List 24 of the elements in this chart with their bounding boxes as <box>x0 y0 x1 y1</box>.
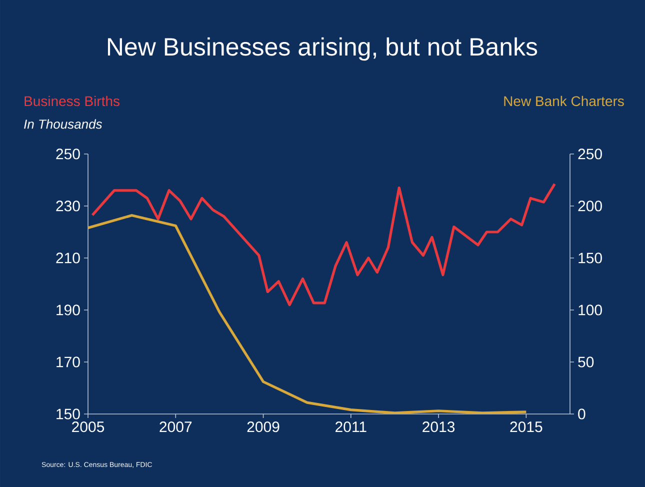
y2-tick-label: 50 <box>578 356 594 368</box>
y2-tick-label: 150 <box>578 252 602 264</box>
x-tick-label: 2015 <box>510 422 542 432</box>
chart-subtitle: In Thousands <box>24 119 102 129</box>
y2-tick-label: 100 <box>578 304 602 316</box>
x-tick-label: 2005 <box>72 422 104 432</box>
y-tick-label: 210 <box>56 252 80 264</box>
y2-tick-label: 200 <box>578 200 602 212</box>
x-tick-label: 2009 <box>247 422 280 432</box>
x-tick-label: 2011 <box>336 422 366 432</box>
y-tick-label: 170 <box>56 356 80 368</box>
y-axis-title: Business Births <box>24 96 120 106</box>
y2-axis-title: New Bank Charters <box>504 96 624 106</box>
x-tick-label: 2007 <box>160 422 192 432</box>
line-series <box>88 214 528 414</box>
y-tick-label: 230 <box>56 200 80 212</box>
y-tick-label: 250 <box>56 148 80 160</box>
x-tick-label: 2013 <box>422 422 455 432</box>
y2-tick-label: 0 <box>578 408 586 420</box>
y-tick-label: 190 <box>56 304 80 316</box>
y-tick-label: 150 <box>56 408 80 420</box>
chart-title: New Businesses arising, but not Banks <box>108 37 538 61</box>
line-series <box>91 182 556 306</box>
y2-tick-label: 250 <box>578 148 602 160</box>
